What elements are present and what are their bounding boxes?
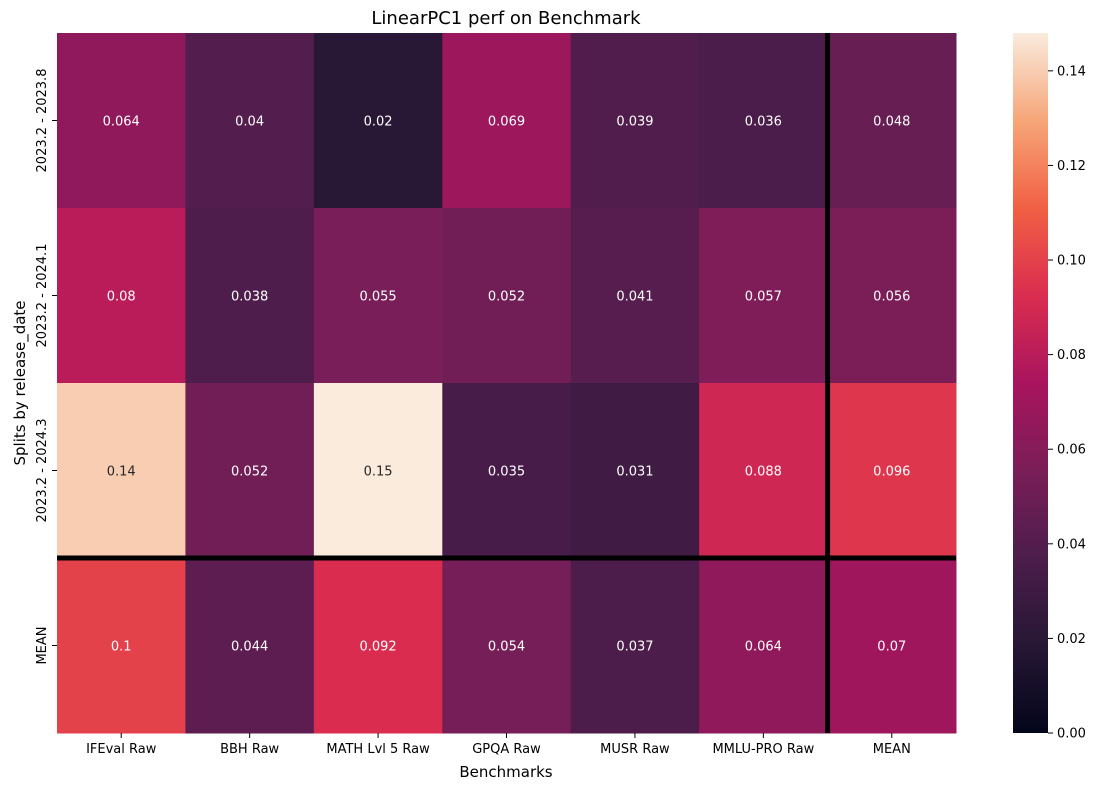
y-tick-label: MEAN [35, 626, 50, 664]
y-tick-label: 2023.2 - 2024.3 [35, 419, 50, 523]
y-tick-label: 2023.2 - 2023.8 [35, 69, 50, 173]
colorbar-tick-label: 0.04 [1057, 537, 1086, 552]
cell-value-label: 0.064 [745, 640, 782, 655]
y-tick-label: 2023.2 - 2024.1 [35, 244, 50, 348]
heatmap-cell [699, 558, 829, 734]
colorbar [1013, 33, 1048, 733]
cell-value-label: 0.096 [873, 465, 910, 480]
heatmap-cell [313, 33, 443, 209]
cell-value-label: 0.054 [488, 640, 525, 655]
x-tick-label: IFEval Raw [86, 742, 157, 757]
heatmap-cell [442, 383, 572, 559]
cell-value-label: 0.064 [103, 115, 140, 130]
heatmap-cell [185, 558, 315, 734]
cell-value-label: 0.02 [364, 115, 393, 130]
heatmap-cell [185, 383, 315, 559]
cell-value-label: 0.04 [235, 115, 264, 130]
cell-value-label: 0.039 [616, 115, 653, 130]
cell-value-label: 0.056 [873, 290, 910, 305]
cell-value-label: 0.041 [616, 290, 653, 305]
chart-title: LinearPC1 perf on Benchmark [371, 8, 641, 29]
heatmap-cell [699, 383, 829, 559]
y-axis-ticks: 2023.2 - 2023.8 2023.2 - 2024.1 2023.2 - 2… [35, 69, 57, 665]
y-axis-label: Splits by release_date [11, 300, 30, 465]
cell-value-label: 0.069 [488, 115, 525, 130]
separator-lines [57, 33, 956, 733]
heatmap-cell [57, 383, 186, 559]
colorbar-tick-label: 0.08 [1057, 348, 1086, 363]
cell-value-label: 0.092 [359, 640, 396, 655]
cell-value-label: 0.052 [488, 290, 525, 305]
cell-value-label: 0.036 [745, 115, 782, 130]
x-tick-label: MATH Lvl 5 Raw [326, 742, 430, 757]
x-axis-label: Benchmarks [459, 763, 552, 781]
cell-value-label: 0.1 [111, 640, 132, 655]
heatmap-cell [827, 383, 957, 559]
cell-value-label: 0.088 [745, 465, 782, 480]
colorbar-ticks: 0.00 0.02 0.04 0.06 0.08 0.10 0.12 0.14 [1048, 64, 1086, 742]
heatmap-cell [185, 208, 315, 384]
cell-value-label: 0.038 [231, 290, 268, 305]
cell-value-label: 0.055 [359, 290, 396, 305]
cell-value-label: 0.048 [873, 115, 910, 130]
heatmap-cell [442, 33, 572, 209]
x-tick-label: MEAN [873, 742, 911, 757]
heatmap-cell [313, 383, 443, 559]
heatmap-cell [57, 208, 186, 384]
cell-value-label: 0.031 [616, 465, 653, 480]
heatmap-cell [570, 383, 700, 559]
cell-value-label: 0.035 [488, 465, 525, 480]
colorbar-tick-label: 0.14 [1057, 64, 1086, 79]
cell-value-label: 0.057 [745, 290, 782, 305]
heatmap-cell [570, 33, 700, 209]
heatmap-cell [570, 558, 700, 734]
heatmap-cell [827, 558, 957, 734]
cell-value-label: 0.08 [107, 290, 136, 305]
colorbar-tick-label: 0.02 [1057, 632, 1086, 647]
heatmap-cell [699, 33, 829, 209]
heatmap-cell [827, 33, 957, 209]
heatmap-cell [313, 208, 443, 384]
cell-value-label: 0.044 [231, 640, 268, 655]
heatmap-cell [442, 558, 572, 734]
heatmap-cell [827, 208, 957, 384]
colorbar-tick-label: 0.00 [1057, 727, 1086, 742]
cell-value-label: 0.037 [616, 640, 653, 655]
colorbar-tick-label: 0.12 [1057, 159, 1086, 174]
cell-value-label: 0.07 [877, 640, 906, 655]
heatmap-cells: 0.064 0.04 0.02 0.069 0.039 0.036 0.048 0.08 0.0… [57, 33, 957, 734]
colorbar-tick-label: 0.06 [1057, 443, 1086, 458]
cell-value-label: 0.15 [364, 465, 393, 480]
heatmap-cell [57, 33, 186, 209]
x-tick-label: MUSR Raw [600, 742, 670, 757]
cell-value-label: 0.052 [231, 465, 268, 480]
heatmap-cell [313, 558, 443, 734]
cell-value-label: 0.14 [107, 465, 136, 480]
heatmap-cell [570, 208, 700, 384]
x-tick-label: GPQA Raw [472, 742, 541, 757]
x-tick-label: MMLU-PRO Raw [712, 742, 814, 757]
heatmap-cell [442, 208, 572, 384]
heatmap-cell [185, 33, 315, 209]
heatmap-cell [57, 558, 186, 734]
colorbar-tick-label: 0.10 [1057, 254, 1086, 269]
x-axis-ticks: IFEval Raw BBH Raw MATH Lvl 5 Raw GPQA Raw M… [86, 733, 911, 757]
x-tick-label: BBH Raw [220, 742, 279, 757]
heatmap-cell [699, 208, 829, 384]
